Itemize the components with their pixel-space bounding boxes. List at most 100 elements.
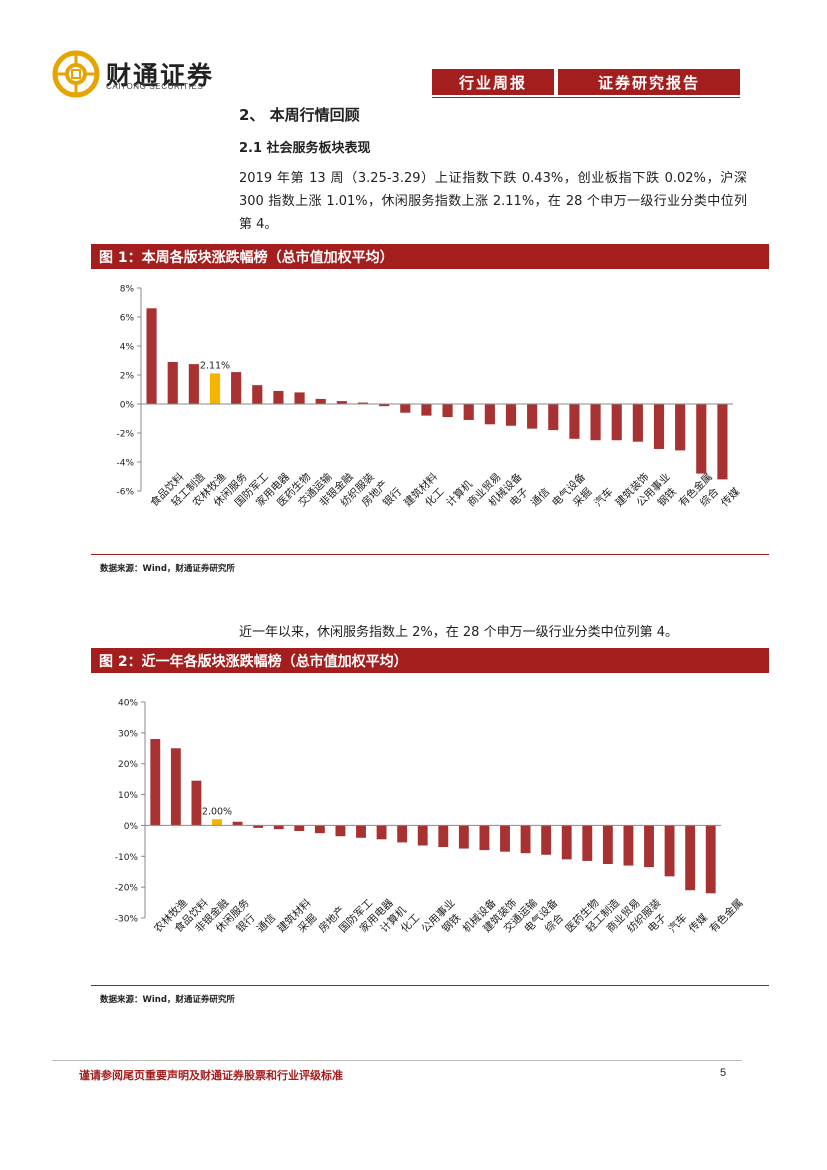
y-tick-label: -6% <box>116 488 134 498</box>
report-type-tag: 行业周报 <box>432 69 554 95</box>
brand-name: 财通证券 <box>106 61 215 90</box>
bar <box>376 825 387 840</box>
bar <box>500 825 510 852</box>
bar <box>561 825 572 860</box>
figure-2-title: 图 2：近一年各版块涨跌幅榜（总市值加权平均） <box>91 648 769 673</box>
caitong-logo <box>52 50 100 98</box>
yearly-change-chart: 40%30%20%10%0%-10%-20%-30% 农林牧渔食品饮料非银金融休闲… <box>115 699 746 936</box>
bar <box>484 404 495 425</box>
bar <box>675 404 686 451</box>
bar <box>590 404 601 441</box>
x-category-label: 通信 <box>529 486 552 509</box>
bar <box>188 364 199 404</box>
bar <box>421 404 432 416</box>
bar <box>479 825 490 851</box>
bar <box>314 825 325 834</box>
bar <box>696 404 707 474</box>
bar <box>438 825 449 848</box>
bar <box>548 404 559 431</box>
y-tick-label: 30% <box>118 729 138 739</box>
x-category-label: 通信 <box>255 912 278 935</box>
bar <box>664 825 675 877</box>
weekly-summary-paragraph: 2019 年第 13 周（3.25-3.29）上证指数下跌 0.43%，创业板指… <box>239 171 747 232</box>
bar <box>294 825 305 831</box>
disclaimer-note: 谨请参阅尾页重要声明及财通证券股票和行业评级标准 <box>79 1069 343 1082</box>
report-category-tag: 证券研究报告 <box>558 69 740 95</box>
bar <box>527 404 538 429</box>
bar <box>602 825 613 864</box>
y-tick-label: 2% <box>120 372 135 382</box>
y-tick-label: 8% <box>120 285 135 295</box>
subsection-title: 2.1 社会服务板块表现 <box>239 141 371 156</box>
bar <box>644 825 654 868</box>
figure-1-title: 图 1：本周各版块涨跌幅榜（总市值加权平均） <box>91 244 769 269</box>
bar <box>335 825 346 837</box>
bar <box>379 404 390 407</box>
yearly-summary-paragraph: 近一年以来，休闲服务指数上 2%，在 28 个申万一级行业分类中位列第 4。 <box>239 625 678 640</box>
x-category-label: 汽车 <box>592 485 616 509</box>
bar <box>253 825 264 828</box>
y-tick-label: 10% <box>118 791 138 801</box>
y-tick-label: 6% <box>120 314 135 324</box>
bar <box>400 404 411 413</box>
bar <box>252 385 263 404</box>
bar <box>150 739 161 826</box>
bar <box>705 825 716 894</box>
bar <box>397 825 408 843</box>
y-tick-label: 0% <box>120 401 135 411</box>
brand-name-en: CAITONG SECURITIES <box>106 82 204 91</box>
y-tick-label: 0% <box>124 822 139 832</box>
bar-highlight <box>212 819 222 826</box>
bar <box>357 402 369 404</box>
page-number: 5 <box>720 1067 727 1079</box>
bar <box>170 748 181 826</box>
y-tick-label: -20% <box>115 884 139 894</box>
bar <box>541 825 552 855</box>
y-tick-label: 40% <box>118 699 138 709</box>
bar <box>685 825 696 891</box>
bar <box>582 825 593 861</box>
bar <box>336 401 347 404</box>
x-category-label: 有色金属 <box>707 896 746 935</box>
bar <box>653 404 665 449</box>
bar <box>232 821 243 826</box>
footer-divider <box>52 1060 742 1061</box>
figure-2-source: 数据来源：Wind，财通证券研究所 <box>100 995 235 1005</box>
y-tick-label: -30% <box>115 915 139 925</box>
x-category-label: 汽车 <box>666 911 690 935</box>
bar <box>273 390 284 404</box>
bar <box>146 308 157 404</box>
bar <box>569 404 580 439</box>
y-tick-label: -10% <box>115 853 139 863</box>
bar <box>458 825 469 849</box>
bar <box>167 361 178 404</box>
figure-1-source: 数据来源：Wind，财通证券研究所 <box>100 564 235 574</box>
bar <box>520 825 531 854</box>
data-label: 2.11% <box>200 360 230 371</box>
section-title: 2、 本周行情回顾 <box>239 106 360 124</box>
bar <box>632 404 643 442</box>
bar <box>294 392 305 404</box>
y-tick-label: -4% <box>116 459 134 469</box>
bar <box>356 825 366 838</box>
data-label: 2.00% <box>202 806 232 817</box>
bar-highlight <box>209 373 221 404</box>
bar <box>231 372 242 404</box>
bar <box>717 404 728 480</box>
bar <box>463 404 474 420</box>
figure-2-rule <box>91 985 769 986</box>
y-tick-label: 4% <box>120 343 135 353</box>
bar <box>191 780 202 826</box>
y-tick-label: 20% <box>118 760 138 770</box>
y-tick-label: -2% <box>116 430 134 440</box>
bar <box>623 825 634 866</box>
bar <box>611 404 622 441</box>
x-category-label: 传媒 <box>686 911 710 935</box>
weekly-change-chart: 8%6%4%2%0%-2%-4%-6% 食品饮料轻工制造农林牧渔休闲服务2.11%… <box>116 285 742 510</box>
bar <box>442 404 453 418</box>
x-category-label: 传媒 <box>718 485 742 509</box>
header-divider <box>432 97 740 98</box>
bar <box>505 404 517 426</box>
bar <box>315 398 326 404</box>
bar <box>273 825 284 830</box>
